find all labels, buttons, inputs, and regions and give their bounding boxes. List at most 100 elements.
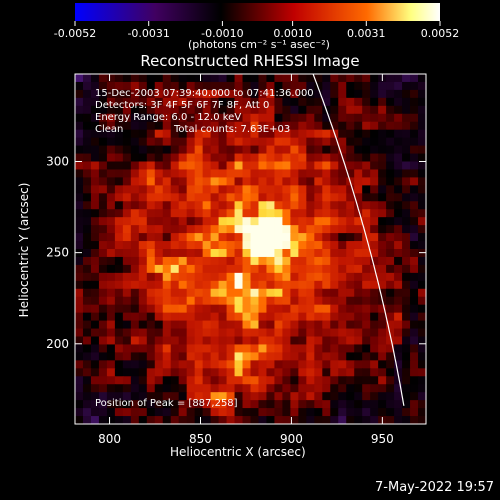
- heatmap-cell: [122, 280, 132, 290]
- heatmap-cell: [346, 113, 355, 123]
- heatmap-cell: [354, 193, 363, 202]
- heatmap-cell: [138, 272, 148, 282]
- heatmap-cell: [306, 217, 315, 226]
- heatmap-cell: [386, 209, 395, 218]
- heatmap-cell: [234, 233, 244, 242]
- heatmap-cell: [170, 113, 180, 123]
- heatmap-cell: [218, 209, 228, 218]
- heatmap-cell: [258, 384, 268, 393]
- heatmap-cell: [410, 312, 419, 322]
- heatmap-cell: [386, 113, 395, 123]
- heatmap-cell: [386, 360, 395, 369]
- heatmap-cell: [346, 288, 355, 298]
- heatmap-cell: [146, 336, 156, 346]
- heatmap-cell: [218, 97, 228, 107]
- heatmap-cell: [394, 312, 403, 322]
- heatmap-cell: [122, 296, 132, 306]
- heatmap-cell: [146, 416, 156, 424]
- heatmap-cell: [130, 113, 140, 123]
- heatmap-cell: [346, 105, 355, 115]
- heatmap-cell: [162, 161, 172, 171]
- heatmap-cell: [122, 328, 132, 338]
- heatmap-cell: [170, 121, 180, 131]
- heatmap-cell: [90, 105, 100, 115]
- heatmap-cell: [330, 296, 339, 306]
- heatmap-cell: [338, 400, 347, 409]
- heatmap-cell: [322, 225, 331, 234]
- heatmap-cell: [354, 81, 363, 91]
- heatmap-cell: [82, 113, 92, 123]
- heatmap-cell: [362, 400, 371, 409]
- heatmap-cell: [330, 368, 339, 377]
- heatmap-cell: [202, 264, 212, 274]
- heatmap-cell: [170, 368, 180, 377]
- heatmap-cell: [346, 233, 355, 242]
- heatmap-cell: [362, 97, 371, 107]
- heatmap-cell: [258, 304, 268, 314]
- heatmap-cell: [394, 153, 403, 163]
- heatmap-cell: [330, 408, 339, 417]
- heatmap-cell: [106, 296, 116, 306]
- heatmap-cell: [338, 193, 347, 202]
- heatmap-cell: [314, 328, 323, 338]
- heatmap-cell: [314, 145, 323, 155]
- heatmap-cell: [346, 74, 355, 83]
- heatmap-cell: [242, 408, 252, 417]
- x-tick-label: 900: [280, 432, 303, 446]
- heatmap-cell: [226, 249, 236, 258]
- heatmap-cell: [210, 225, 220, 234]
- heatmap-cell: [250, 137, 260, 147]
- heatmap-cell: [258, 113, 268, 123]
- heatmap-cell: [114, 256, 124, 266]
- heatmap-cell: [274, 233, 284, 242]
- heatmap-cell: [290, 97, 299, 107]
- heatmap-cell: [322, 113, 331, 123]
- heatmap-cell: [362, 392, 371, 401]
- heatmap-cell: [122, 288, 132, 298]
- heatmap-cell: [90, 376, 100, 385]
- heatmap-cell: [186, 121, 196, 131]
- heatmap-cell: [282, 264, 291, 274]
- heatmap-cell: [226, 304, 236, 314]
- heatmap-cell: [290, 145, 299, 155]
- heatmap-cell: [194, 217, 204, 226]
- heatmap-cell: [242, 105, 252, 115]
- heatmap-cell: [75, 129, 84, 139]
- heatmap-cell: [226, 344, 236, 353]
- heatmap-cell: [330, 121, 339, 131]
- heatmap-cell: [274, 280, 284, 290]
- heatmap-cell: [122, 376, 132, 385]
- heatmap-cell: [170, 249, 180, 258]
- heatmap-cell: [234, 320, 244, 330]
- heatmap-cell: [266, 376, 276, 385]
- heatmap-cell: [194, 392, 204, 401]
- heatmap-cell: [250, 105, 260, 115]
- heatmap-cell: [210, 217, 220, 226]
- heatmap-cell: [402, 241, 411, 250]
- heatmap-cell: [298, 352, 307, 361]
- heatmap-cell: [186, 145, 196, 155]
- heatmap-cell: [218, 408, 228, 417]
- heatmap-cell: [210, 169, 220, 178]
- heatmap-cell: [186, 376, 196, 385]
- heatmap-cell: [250, 89, 260, 99]
- heatmap-cell: [370, 209, 379, 218]
- heatmap-cell: [290, 384, 299, 393]
- heatmap-cell: [274, 169, 284, 178]
- heatmap-cell: [226, 129, 236, 139]
- heatmap-cell: [154, 74, 164, 83]
- heatmap-cell: [210, 320, 220, 330]
- heatmap-cell: [322, 249, 331, 258]
- heatmap-cell: [378, 233, 387, 242]
- heatmap-cell: [242, 312, 252, 322]
- heatmap-cell: [218, 241, 228, 250]
- heatmap-cell: [322, 185, 331, 194]
- heatmap-cell: [194, 264, 204, 274]
- heatmap-cell: [186, 360, 196, 369]
- heatmap-cell: [330, 360, 339, 369]
- heatmap-cell: [162, 129, 172, 139]
- heatmap-cell: [314, 336, 323, 346]
- heatmap-cell: [234, 193, 244, 202]
- heatmap-cell: [114, 400, 124, 409]
- heatmap-cell: [378, 137, 387, 147]
